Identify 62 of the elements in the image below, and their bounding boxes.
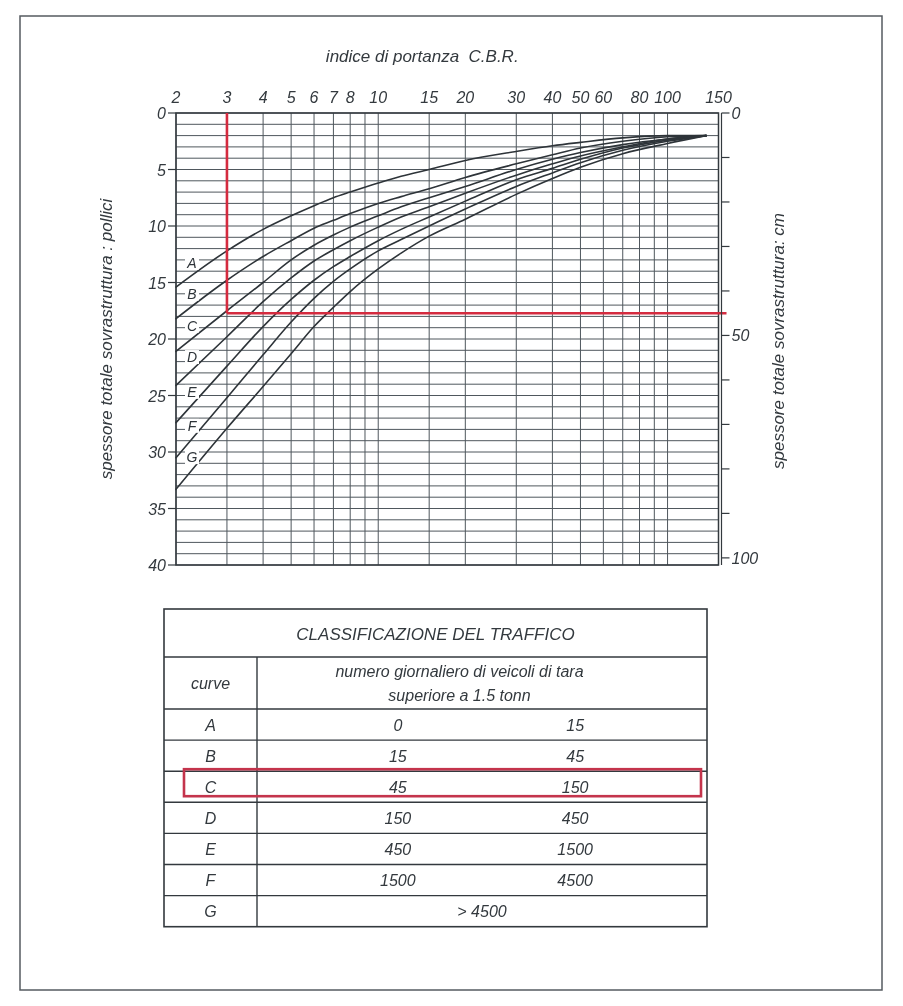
- y-tick-label: 30: [148, 444, 167, 461]
- y-tick-label: 15: [148, 274, 167, 292]
- y2-tick-label: 50: [731, 327, 750, 345]
- data-label: 150: [384, 809, 412, 827]
- x-tick-label: 10: [369, 89, 388, 106]
- x-tick-label: 7: [328, 89, 339, 106]
- x-tick-label: 60: [594, 89, 613, 106]
- x-tick-label: 6: [309, 89, 319, 106]
- y2-tick-label: 0: [731, 105, 741, 122]
- category-label: G: [204, 903, 217, 921]
- y-axis-title: spessore totale sovrastruttura : pollici: [97, 197, 116, 480]
- series-label: B: [187, 285, 197, 302]
- x-tick-label: 15: [420, 89, 439, 106]
- data-label: 1500: [380, 872, 416, 890]
- data-label: > 4500: [457, 903, 507, 921]
- data-label: 450: [561, 809, 589, 827]
- x-axis-title: indice di portanza C.B.R.: [325, 47, 519, 66]
- y-tick-label: 0: [157, 105, 167, 122]
- x-tick-label: 150: [705, 89, 732, 106]
- series-label: C: [186, 317, 198, 334]
- series-label: G: [186, 449, 198, 466]
- series-label: A: [186, 254, 197, 271]
- category-label: F: [205, 872, 217, 890]
- data-label: 150: [561, 778, 589, 796]
- data-label: 1500: [557, 840, 594, 858]
- x-tick-label: 4: [258, 89, 268, 106]
- category-label: A: [204, 716, 216, 734]
- category-label: E: [205, 840, 217, 858]
- x-tick-label: 80: [630, 89, 649, 106]
- data-label: 45: [388, 778, 407, 796]
- y-tick-label: 10: [148, 218, 167, 235]
- y-tick-label: 35: [148, 500, 167, 518]
- y2-tick-label: 100: [731, 549, 759, 567]
- x-tick-label: 100: [654, 89, 681, 106]
- data-label: 4500: [557, 872, 594, 890]
- y-tick-label: 25: [147, 387, 167, 405]
- x-tick-label: 2: [170, 89, 181, 106]
- x-tick-label: 3: [222, 89, 232, 106]
- category-label: B: [205, 747, 217, 765]
- x-tick-label: 20: [455, 89, 475, 106]
- x-tick-label: 5: [286, 89, 296, 106]
- data-label: 45: [566, 747, 585, 765]
- text: CLASSIFICAZIONE DEL TRAFFICO: [296, 625, 575, 644]
- y2-axis-title: spessore totale sovrastruttura: cm: [769, 212, 788, 470]
- y-tick-label: 20: [147, 331, 167, 348]
- series-label: F: [187, 417, 198, 434]
- x-tick-label: 30: [507, 89, 526, 106]
- category-label: D: [204, 809, 217, 827]
- category-label: C: [204, 778, 217, 796]
- y-tick-label: 5: [157, 161, 167, 179]
- y-tick-label: 40: [148, 557, 167, 574]
- text: curve: [190, 675, 231, 692]
- series-label: D: [186, 349, 198, 366]
- x-tick-label: 8: [345, 89, 355, 106]
- data-label: 0: [393, 716, 403, 734]
- data-label: 15: [388, 747, 407, 765]
- text: numero giornaliero di veicoli di tara superiore a 1.5 tonn: [335, 663, 584, 704]
- x-tick-label: 50: [571, 89, 590, 106]
- data-label: 15: [566, 716, 585, 734]
- series-label: E: [187, 383, 198, 400]
- x-tick-label: 40: [543, 89, 562, 106]
- data-label: 450: [384, 840, 412, 858]
